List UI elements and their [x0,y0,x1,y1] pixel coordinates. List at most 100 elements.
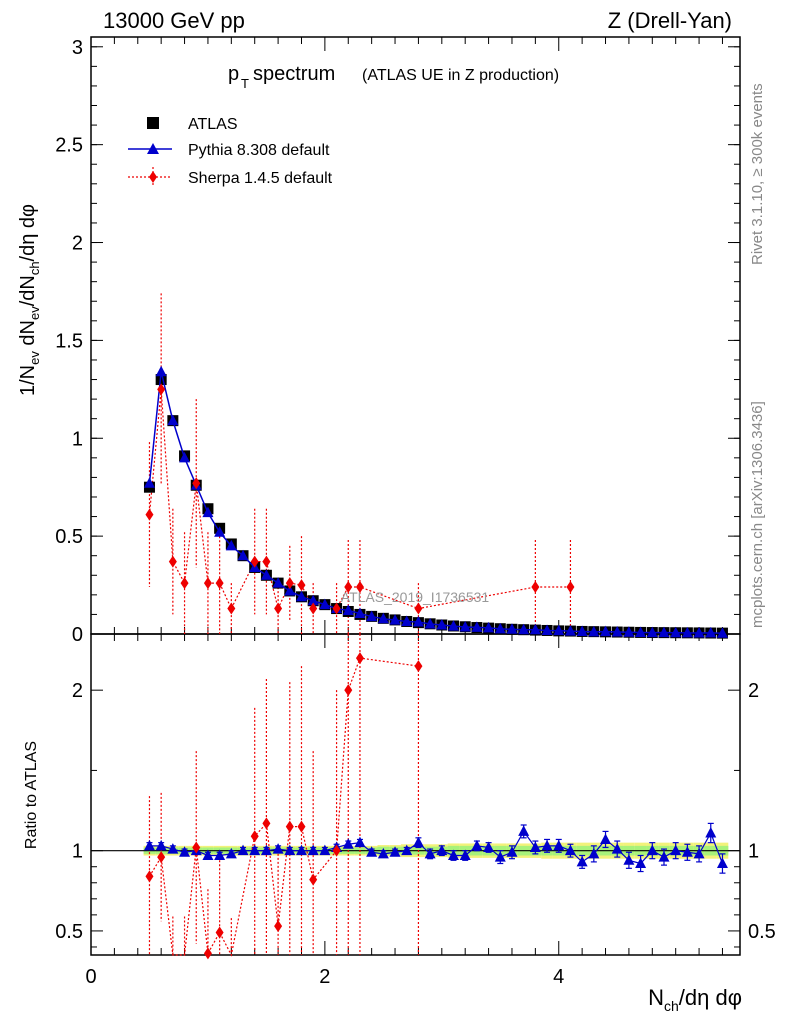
sherpa-ratio-point [203,947,212,960]
pythia-ratio-point [611,843,623,854]
pythia-point [518,623,530,635]
pythia-point [553,624,565,636]
sherpa-point [168,555,177,568]
pythia-ratio-point [307,844,319,856]
pythia-ratio-point [143,839,155,851]
pythia-ratio-point [272,843,284,854]
rivet-version-label: Rivet 3.1.10, ≥ 300k events [749,83,766,265]
sherpa-ratio-point [414,660,423,673]
main-axis-ticks: 0 0.5 1 1.5 2 2.5 3 [55,37,740,646]
pythia-ratio-point [553,839,565,851]
sherpa-ratio-line [148,657,419,957]
main-ytick-label: 2.5 [55,135,83,157]
pythia-point [529,623,541,635]
pythia-ratio-point [436,844,448,856]
sherpa-point [145,508,154,521]
pythia-ratio-point [225,847,237,859]
ratio-axis-ticks: 0.5 0.5 1 1 2 2 0 2 4 [55,634,776,988]
sherpa-point [355,581,364,594]
pythia-ratio-point [202,849,214,860]
sherpa-point [227,602,236,615]
sherpa-point [192,477,201,490]
ratio-ytick-label: 1 [72,841,83,863]
pythia-point [143,477,155,488]
pythia-ratio-point [623,854,635,865]
sherpa-ratio-point [215,926,224,939]
pythia-ratio-point [377,847,389,859]
pythia-ratio-point [214,849,226,860]
ratio-ytick-label: 2 [72,680,83,702]
sherpa-point [250,555,259,568]
pythia-ratio-point [295,844,307,856]
sherpa-point [414,602,423,615]
sherpa-point [157,383,166,396]
pythia-ratio-point [576,855,588,867]
pythia-ratio-point [529,841,541,852]
sherpa-point [309,602,318,615]
main-ytick-label: 0.5 [55,526,83,548]
sherpa-ratio-point [285,820,294,833]
pythia-ratio-point [237,844,249,856]
sherpa-ratio-point [332,844,341,857]
sherpa-ratio-point [250,830,259,843]
sherpa-ratio-point [309,873,318,886]
pythia-point [564,625,576,636]
header-right: Z (Drell-Yan) [608,8,732,33]
ratio-series-group [143,634,728,960]
title-spectrum: spectrum [253,63,335,85]
sherpa-point [344,581,353,594]
pythia-point [658,626,670,638]
legend-atlas-label: ATLAS [188,116,238,133]
pythia-point [319,598,331,610]
ratio-ytick-label-right: 1 [748,841,759,863]
sherpa-ratio-point [192,841,201,854]
pythia-ratio-point [167,843,179,854]
legend: ATLAS Pythia 8.308 default Sherpa 1.4.5 … [128,116,333,187]
legend-sherpa-marker [149,171,157,183]
pythia-point [611,626,623,637]
pythia-ratio-point [459,849,471,860]
plot-title: p T spectrum (ATLAS UE in Z production) [228,63,559,91]
pythia-ratio-point [658,851,670,862]
pythia-point [284,584,296,596]
mcplots-url-label: mcplots.cern.ch [arXiv:1306.3436] [749,401,766,628]
pythia-ratio-point [319,844,331,856]
pythia-point [483,621,495,633]
pythia-ratio-point [155,839,167,851]
main-ytick-label: 2 [72,233,83,255]
pythia-ratio-point [284,844,296,856]
ratio-ytick-label: 0.5 [55,921,83,943]
pythia-ratio-point [412,836,424,848]
pythia-point [600,625,612,637]
pythia-point [377,612,389,624]
legend-sherpa-label: Sherpa 1.4.5 default [188,170,333,187]
header-left: 13000 GeV pp [103,8,245,33]
main-y-axis-label: 1/Nev dNev/dNch/dη dφ [17,204,42,396]
pythia-ratio-point [424,847,436,859]
x-axis-label: Nch/dη dφ [648,985,742,1014]
pythia-ratio-point [564,844,576,856]
sherpa-ratio-point [157,851,166,864]
sherpa-ratio-point [344,684,353,697]
pythia-point [225,539,237,551]
title-p: p [228,63,239,85]
pythia-point [167,414,179,426]
pythia-ratio-point [600,833,612,844]
sherpa-ratio-point [274,920,283,933]
pythia-ratio-point [646,844,658,856]
pythia-ratio-point [635,857,647,869]
sherpa-ratio-point [145,870,154,883]
pythia-point [424,618,436,629]
pythia-point [295,590,307,602]
main-ytick-label: 0 [72,624,83,646]
sherpa-point [566,581,575,594]
pythia-point [401,615,413,626]
pythia-point [716,627,728,638]
pythia-ratio-point [401,844,413,856]
title-small: (ATLAS UE in Z production) [362,67,559,84]
sherpa-ratio-point [355,652,364,665]
pythia-point [623,626,635,637]
sherpa-line [148,389,571,611]
pythia-ratio-point [483,841,495,852]
